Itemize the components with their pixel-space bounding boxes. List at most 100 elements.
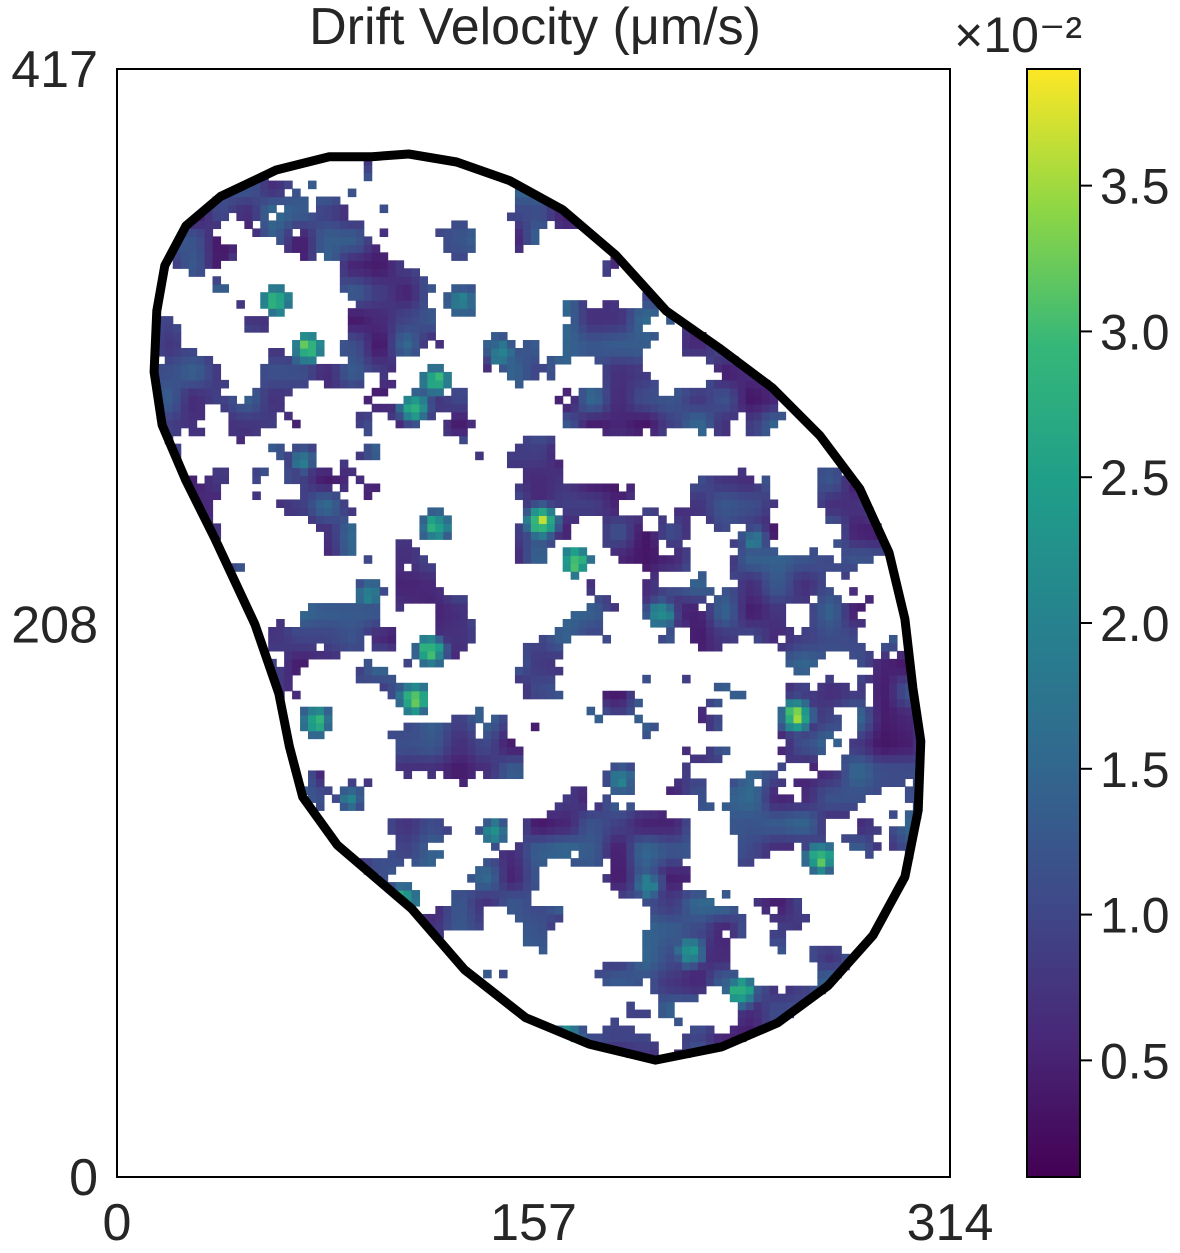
heatmap-cell bbox=[538, 555, 548, 564]
heatmap-cell bbox=[666, 595, 675, 604]
heatmap-cell bbox=[339, 220, 349, 230]
heatmap-cell bbox=[443, 738, 452, 748]
heatmap-cell bbox=[514, 898, 524, 907]
heatmap-cell bbox=[419, 276, 428, 285]
heatmap-cell bbox=[705, 347, 715, 357]
colorbar bbox=[1026, 68, 1081, 1178]
heatmap-cell bbox=[642, 411, 651, 421]
heatmap-cell bbox=[888, 634, 898, 644]
heatmap-cell bbox=[379, 858, 389, 867]
heatmap-cell bbox=[761, 834, 771, 843]
heatmap-cell bbox=[825, 706, 834, 716]
heatmap-cell bbox=[308, 332, 317, 341]
heatmap-cell bbox=[666, 985, 675, 995]
heatmap-cell bbox=[610, 347, 619, 357]
heatmap-cell bbox=[300, 475, 309, 485]
heatmap-cell bbox=[618, 340, 627, 349]
heatmap-cell bbox=[260, 363, 269, 373]
heatmap-cell bbox=[562, 483, 572, 493]
heatmap-cell bbox=[435, 650, 444, 660]
heatmap-cell bbox=[849, 555, 858, 564]
heatmap-cell bbox=[300, 355, 309, 365]
heatmap-cell bbox=[514, 874, 524, 883]
heatmap-cell bbox=[594, 403, 604, 413]
heatmap-cell bbox=[491, 746, 500, 756]
heatmap-cell bbox=[578, 818, 588, 827]
heatmap-cell bbox=[865, 762, 874, 772]
heatmap-cell bbox=[721, 491, 731, 501]
heatmap-cell bbox=[427, 642, 436, 652]
heatmap-cell bbox=[467, 874, 476, 883]
heatmap-cell bbox=[522, 690, 532, 700]
heatmap-cell bbox=[451, 762, 460, 772]
heatmap-cell bbox=[300, 459, 309, 469]
heatmap-cell bbox=[308, 459, 317, 469]
heatmap-cell bbox=[308, 794, 317, 803]
heatmap-cell bbox=[721, 634, 731, 644]
heatmap-cell bbox=[833, 714, 842, 724]
heatmap-cell bbox=[761, 515, 771, 524]
heatmap-cell bbox=[371, 268, 381, 277]
heatmap-cell bbox=[514, 483, 524, 493]
heatmap-cell bbox=[817, 650, 826, 660]
heatmap-cell bbox=[666, 834, 675, 843]
heatmap-cell bbox=[403, 300, 413, 309]
heatmap-cell bbox=[737, 850, 747, 859]
heatmap-cell bbox=[347, 786, 357, 795]
heatmap-cell bbox=[395, 571, 405, 580]
heatmap-cell bbox=[435, 587, 444, 596]
heatmap-cell bbox=[642, 379, 651, 389]
heatmap-cell bbox=[825, 674, 834, 684]
heatmap-cell bbox=[530, 196, 540, 206]
heatmap-cell bbox=[315, 228, 325, 237]
heatmap-cell bbox=[188, 403, 198, 413]
heatmap-cell bbox=[371, 866, 381, 875]
heatmap-cell bbox=[260, 403, 269, 413]
heatmap-cell bbox=[697, 921, 707, 931]
heatmap-cell bbox=[506, 738, 516, 748]
heatmap-cell bbox=[825, 794, 834, 803]
heatmap-cell bbox=[308, 347, 317, 357]
heatmap-cell bbox=[499, 347, 508, 357]
heatmap-cell bbox=[769, 563, 779, 572]
heatmap-cell bbox=[164, 395, 174, 405]
heatmap-cell bbox=[411, 890, 421, 899]
heatmap-cell bbox=[697, 945, 707, 955]
heatmap-cell bbox=[618, 882, 627, 891]
heatmap-cell bbox=[729, 905, 739, 915]
heatmap-cell bbox=[180, 379, 190, 389]
heatmap-cell bbox=[292, 626, 301, 636]
heatmap-cell bbox=[594, 842, 604, 851]
heatmap-cell bbox=[355, 292, 365, 301]
heatmap-cell bbox=[379, 634, 389, 644]
heatmap-cell bbox=[522, 913, 532, 923]
heatmap-cell bbox=[435, 379, 444, 389]
heatmap-cell bbox=[363, 603, 373, 612]
heatmap-cell bbox=[674, 403, 683, 413]
heatmap-cell bbox=[602, 499, 612, 509]
heatmap-cell bbox=[363, 555, 373, 564]
heatmap-cell bbox=[411, 642, 421, 652]
heatmap-cell bbox=[459, 284, 468, 293]
heatmap-cell bbox=[865, 722, 874, 732]
heatmap-cell bbox=[896, 658, 906, 668]
heatmap-cell bbox=[610, 961, 619, 971]
heatmap-cell bbox=[315, 212, 325, 222]
heatmap-cell bbox=[315, 778, 325, 788]
heatmap-cell bbox=[849, 563, 858, 572]
heatmap-cell bbox=[809, 842, 818, 851]
heatmap-cell bbox=[833, 778, 842, 788]
heatmap-cell bbox=[347, 642, 357, 652]
heatmap-cell bbox=[300, 443, 309, 453]
heatmap-cell bbox=[602, 834, 612, 843]
heatmap-cell bbox=[793, 754, 803, 764]
heatmap-cell bbox=[196, 387, 206, 397]
heatmap-cell bbox=[666, 858, 675, 867]
heatmap-cell bbox=[904, 762, 914, 772]
heatmap-cell bbox=[626, 706, 635, 716]
heatmap-cell bbox=[745, 977, 755, 987]
heatmap-cell bbox=[403, 268, 413, 277]
heatmap-cell bbox=[697, 419, 707, 429]
heatmap-cell bbox=[427, 579, 436, 588]
heatmap-cell bbox=[650, 411, 659, 421]
